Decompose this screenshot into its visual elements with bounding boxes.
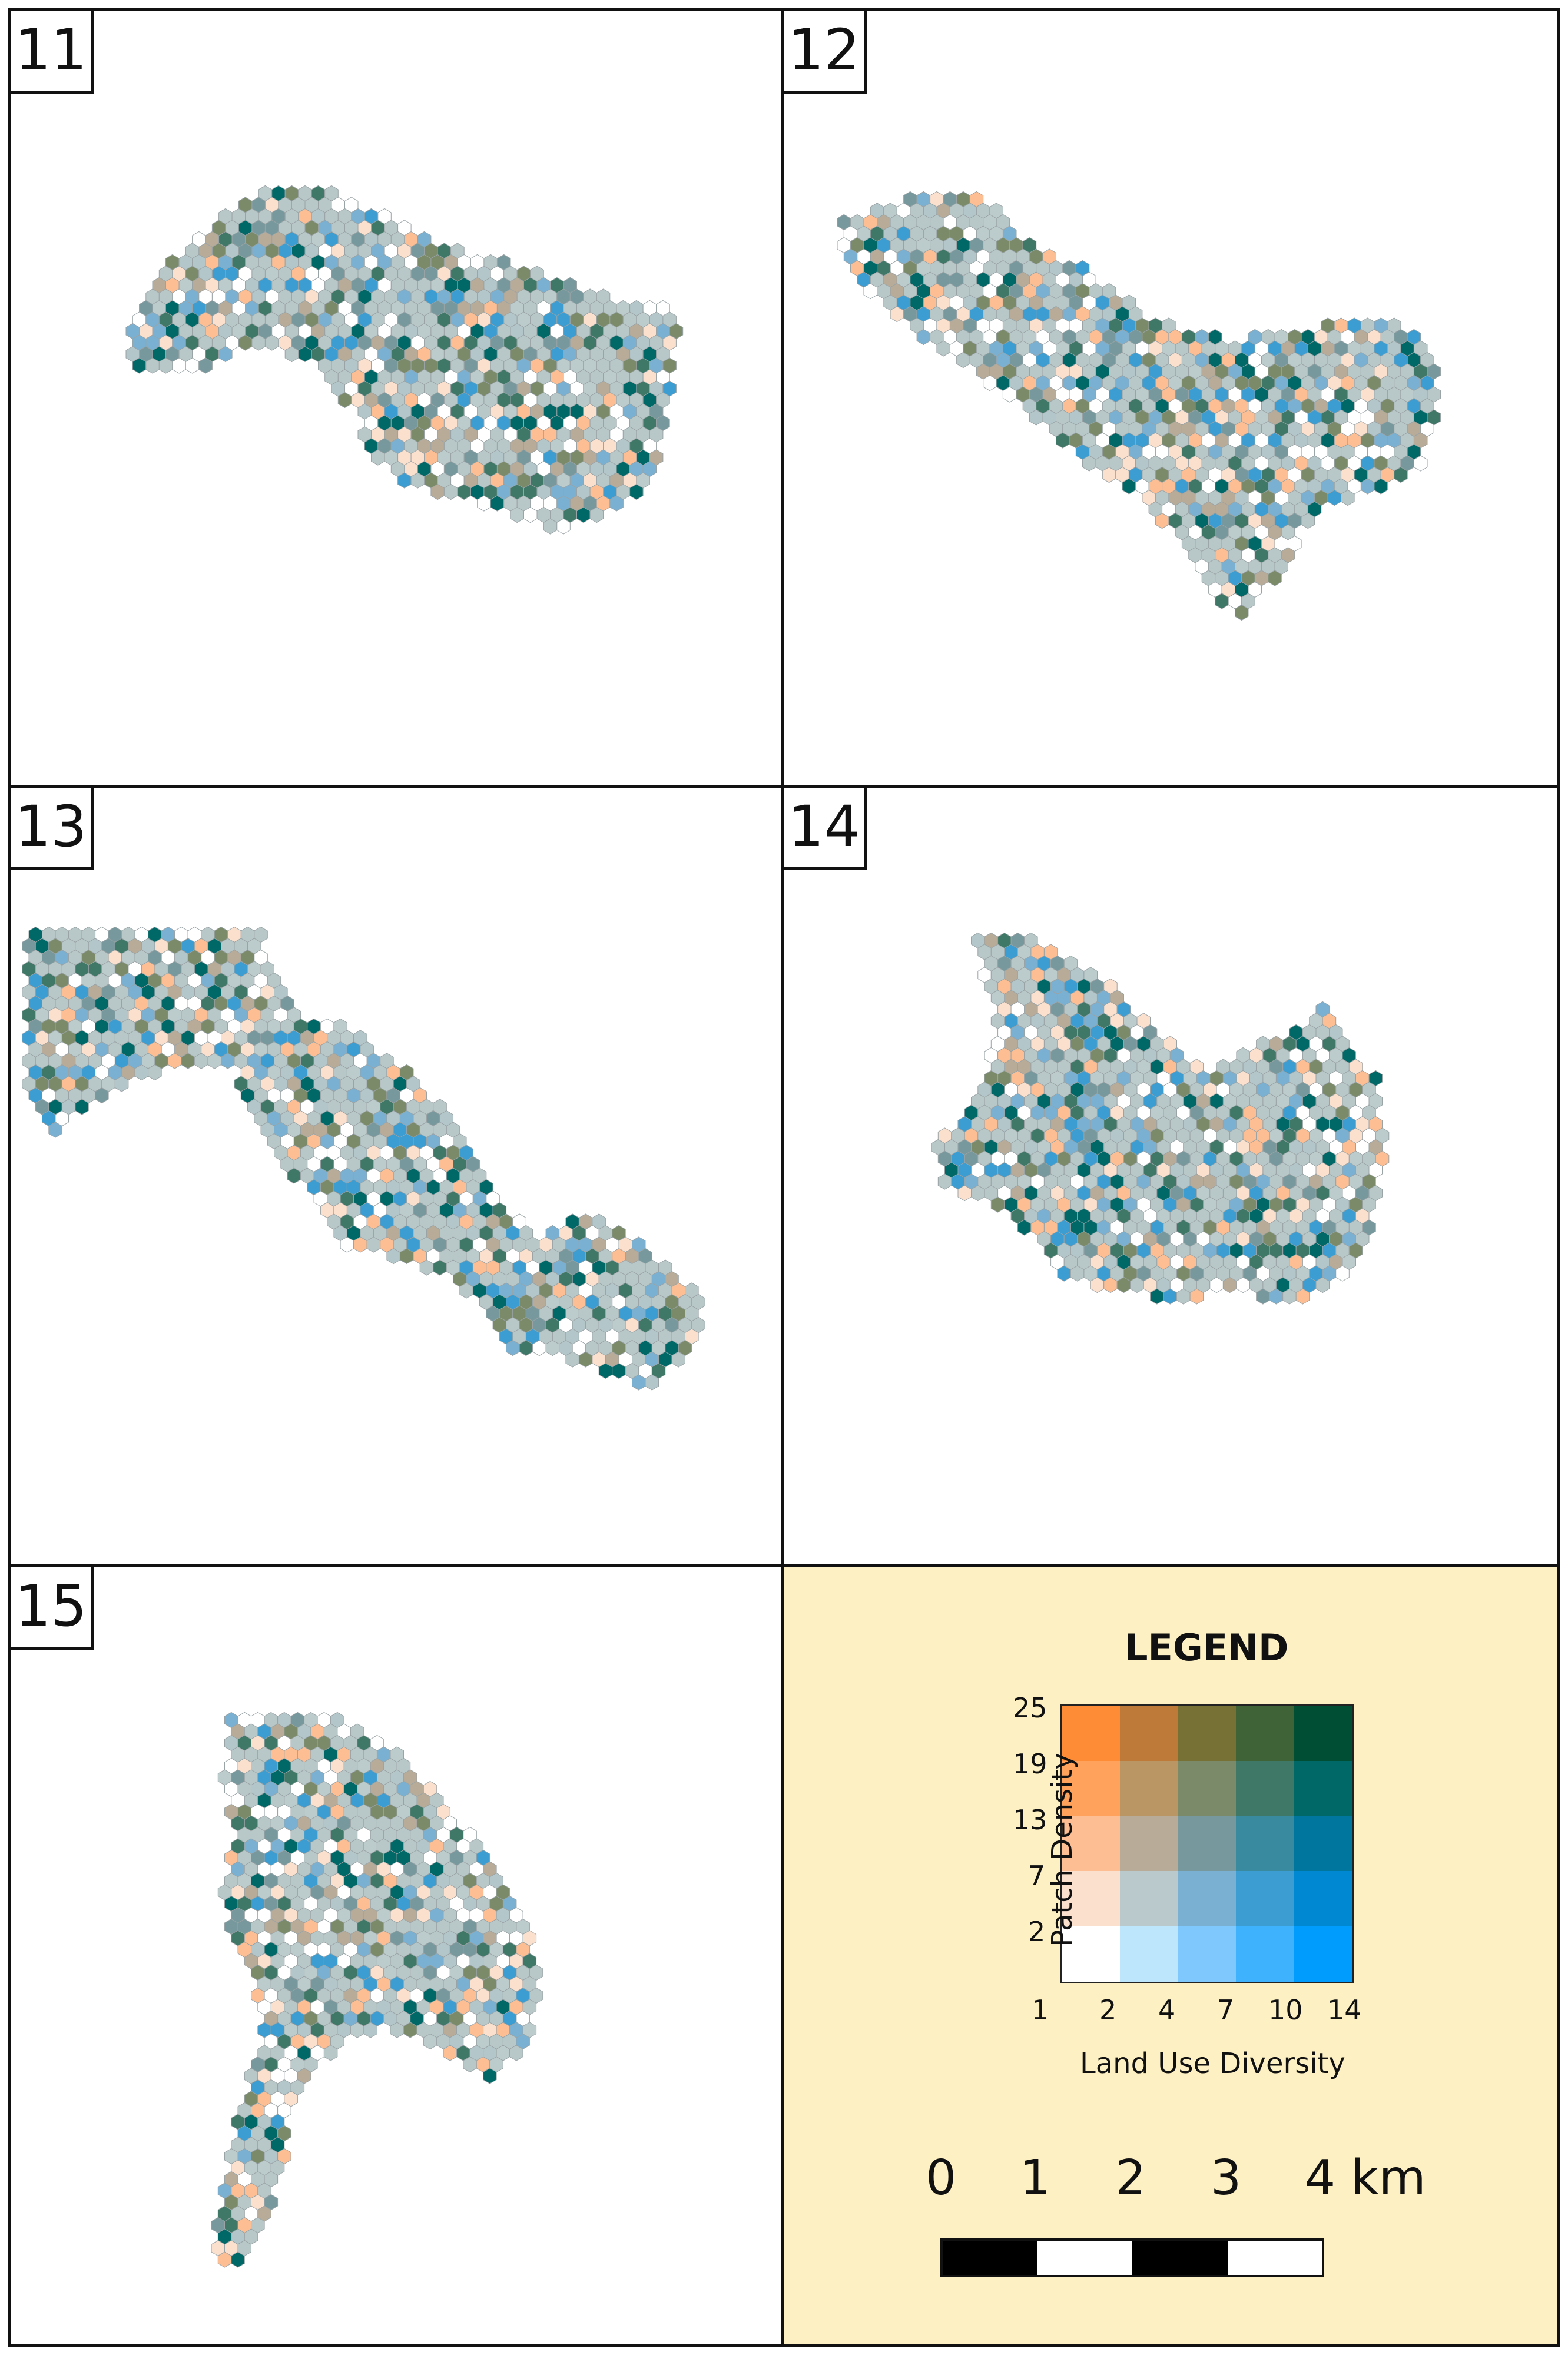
legend-color-cell [1294,1706,1352,1761]
legend-panel: LEGEND Patch Density 2 7 13 19 25 1 2 4 … [781,1564,1560,2347]
map-panel-11: 11 [8,8,784,788]
legend-title: LEGEND [1125,1626,1289,1669]
scale-bar-segment [1228,2240,1323,2276]
legend-color-cell [1236,1760,1295,1816]
scale-bar-label: 3 [1211,2150,1242,2206]
legend-color-cell [1236,1706,1295,1761]
legend-color-cell [1294,1871,1352,1927]
panel-number-label: 11 [11,11,94,94]
hexbin-map-15 [211,1711,543,2268]
legend-y-tick: 19 [1013,1748,1047,1780]
legend-color-cell [1119,1706,1178,1761]
map-grid: 11 12 13 14 15 LEGEND Patch Density 2 7 … [8,8,1560,2347]
legend-color-cell [1119,1871,1178,1927]
scale-bar-label: 0 [926,2150,957,2206]
scale-bar-label: 4 km [1305,2150,1426,2206]
legend-color-cell [1062,1706,1120,1761]
legend-y-tick: 2 [1028,1916,1046,1948]
scale-bar-label: 1 [1020,2150,1051,2206]
legend-color-cell [1236,1871,1295,1927]
legend-y-tick: 7 [1028,1860,1046,1892]
bivariate-legend-grid [1060,1704,1354,1983]
legend-y-axis-title: Patch Density [1046,1753,1079,1947]
legend-color-cell [1178,1871,1237,1927]
scale-bar [940,2238,1324,2277]
legend-color-cell [1294,1926,1352,1982]
legend-color-cell [1236,1816,1295,1872]
legend-color-cell [1178,1816,1237,1872]
hexbin-map-12 [837,191,1441,621]
hexbin-map-11 [125,185,684,535]
map-panel-15: 15 [8,1564,784,2347]
legend-color-cell [1119,1816,1178,1872]
legend-x-axis-title: Land Use Diversity [1080,2047,1345,2080]
legend-color-cell [1178,1760,1237,1816]
legend-color-cell [1294,1760,1352,1816]
scale-bar-segment [1132,2240,1228,2276]
map-panel-12: 12 [781,8,1560,788]
legend-x-tick: 4 [1158,1994,1176,2026]
legend-color-cell [1062,1871,1120,1927]
legend-color-cell [1178,1706,1237,1761]
legend-color-cell [1062,1816,1120,1872]
legend-color-cell [1119,1926,1178,1982]
panel-number-label: 12 [784,11,867,94]
legend-color-cell [1062,1760,1120,1816]
legend-color-cell [1119,1760,1178,1816]
scale-bar-segment [1037,2240,1132,2276]
map-panel-13: 13 [8,785,784,1567]
hexbin-map-14 [931,932,1390,1305]
legend-x-tick: 1 [1032,1994,1049,2026]
scale-bar-segment [942,2240,1037,2276]
legend-x-tick: 14 [1327,1994,1362,2026]
scale-bar-label: 2 [1115,2150,1146,2206]
legend-color-cell [1236,1926,1295,1982]
legend-x-tick: 10 [1268,1994,1303,2026]
legend-color-cell [1178,1926,1237,1982]
legend-color-cell [1062,1926,1120,1982]
legend-x-tick: 7 [1217,1994,1235,2026]
map-panel-14: 14 [781,785,1560,1567]
legend-x-tick: 2 [1099,1994,1117,2026]
legend-y-tick: 13 [1013,1804,1047,1836]
legend-y-tick: 25 [1013,1692,1047,1724]
panel-number-label: 15 [11,1567,94,1650]
panel-number-label: 13 [11,788,94,870]
hexbin-map-13 [22,926,705,1391]
panel-number-label: 14 [784,788,867,870]
legend-color-cell [1294,1816,1352,1872]
